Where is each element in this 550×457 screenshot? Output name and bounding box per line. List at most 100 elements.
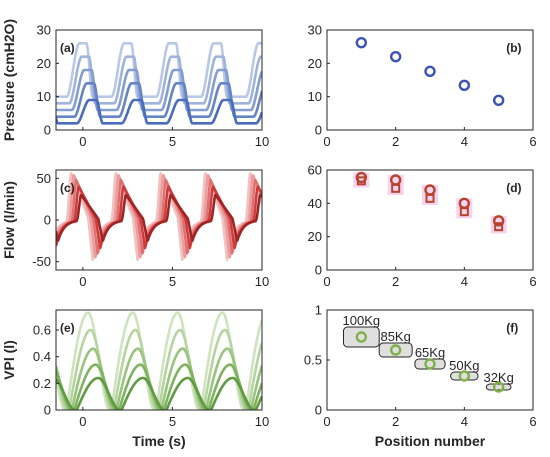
y-tick-label: 0 (315, 403, 322, 418)
data-point-circle (355, 331, 368, 343)
plot-frame (326, 169, 534, 271)
panel-tag: (c) (60, 181, 75, 195)
waveform-group (56, 311, 262, 410)
weight-annotation: 32Kg (483, 370, 513, 385)
panel-c-flow-vs-time: 0 5 10 -50 0 50 (c) Flow (l/min) (1, 169, 269, 289)
weight-box (450, 371, 479, 381)
weight-annotation: 65Kg (415, 345, 445, 360)
weight-annotation: 100Kg (343, 313, 381, 328)
y-tick-label: 0 (315, 123, 322, 138)
x-tick-label: 0 (323, 414, 330, 429)
waveform-group (56, 42, 262, 125)
series-line-5 (56, 98, 262, 125)
panel-tag: (f) (506, 321, 518, 335)
series-line-2 (56, 55, 262, 105)
panel-a-pressure-vs-time: 0 5 10 0 10 20 30 (a) Pressure (cmH2O) (1, 19, 269, 149)
x-tick-label: 4 (461, 414, 468, 429)
plot-frame (55, 29, 263, 131)
data-point-circle (424, 358, 436, 370)
x-tick-label: 0 (323, 134, 330, 149)
data-point-circle (492, 215, 505, 227)
y-axis-label: Pressure (cmH2O) (1, 19, 17, 141)
y-tick-label: 20 (308, 56, 322, 71)
series-line-4 (56, 363, 262, 410)
panel-tag: (a) (60, 41, 75, 55)
weight-box (378, 342, 413, 358)
panel-tag: (e) (60, 321, 75, 335)
y-tick-label: 0 (315, 263, 322, 278)
y-tick-label: 60 (308, 163, 322, 178)
y-tick-label: 0.5 (304, 353, 322, 368)
x-tick-label: 4 (461, 274, 468, 289)
y-tick-label: 40 (308, 196, 322, 211)
x-tick-label: 5 (169, 274, 176, 289)
waveform-group (56, 172, 262, 261)
y-tick-label: 0.4 (33, 349, 51, 364)
x-tick-label: 6 (529, 274, 536, 289)
weight-annotation: 50Kg (449, 358, 479, 373)
y-tick-label: 0.6 (33, 323, 51, 338)
y-tick-label: 0 (44, 213, 51, 228)
y-axis-label: Flow (l/min) (1, 181, 17, 259)
data-point-circle (424, 65, 436, 78)
y-tick-label: 30 (37, 23, 51, 38)
plot-frame (55, 309, 263, 411)
x-axis-label: Position number (375, 433, 486, 449)
data-point-circle (389, 50, 402, 63)
data-point-square (459, 207, 469, 217)
x-tick-label: 4 (461, 134, 468, 149)
data-point-circle (492, 94, 505, 107)
panel-tag: (b) (506, 41, 521, 55)
x-tick-label: 10 (255, 414, 269, 429)
x-tick-label: 0 (79, 134, 86, 149)
weight-annotation: 85Kg (380, 329, 410, 344)
x-tick-label: 0 (79, 274, 86, 289)
y-tick-label: 20 (37, 56, 51, 71)
series-line-2 (56, 174, 262, 259)
data-point-circle (458, 79, 471, 92)
x-tick-label: 5 (169, 414, 176, 429)
x-tick-label: 2 (392, 414, 399, 429)
data-point-square (425, 193, 435, 203)
data-point-square (356, 176, 366, 186)
x-tick-label: 10 (255, 134, 269, 149)
series-line-4 (56, 82, 262, 118)
x-tick-label: 10 (255, 274, 269, 289)
x-tick-label: 0 (323, 274, 330, 289)
panel-b-pressure-vs-position: 0 2 4 6 0 10 20 30 (b) (308, 23, 537, 150)
y-tick-label: 1 (315, 303, 322, 318)
data-point-circle (492, 381, 505, 393)
data-point-square (494, 222, 504, 232)
series-line-5 (56, 376, 262, 410)
weight-box (485, 383, 512, 391)
series-line-3 (56, 68, 262, 112)
x-tick-label: 6 (529, 414, 536, 429)
data-point-square (391, 183, 401, 193)
x-tick-label: 2 (392, 134, 399, 149)
series-line-1 (56, 172, 262, 261)
x-tick-label: 2 (392, 274, 399, 289)
y-tick-label: 50 (37, 171, 51, 186)
x-tick-label: 6 (529, 134, 536, 149)
plot-frame (326, 29, 534, 131)
panel-tag: (d) (506, 181, 521, 195)
y-axis-label: VPl (l) (1, 340, 17, 380)
y-tick-label: 10 (308, 89, 322, 104)
y-tick-label: 0.2 (33, 376, 51, 391)
data-point-circle (389, 344, 402, 356)
panel-e-volume-vs-time: 0 5 10 0 0.2 0.4 0.6 (e) VPl (l) Time (s) (1, 309, 269, 449)
x-tick-label: 0 (79, 414, 86, 429)
y-tick-label: 0 (44, 403, 51, 418)
series-line-1 (56, 311, 262, 410)
weight-box (342, 326, 380, 348)
data-point-circle (355, 36, 368, 49)
y-tick-label: 20 (308, 229, 322, 244)
x-axis-label: Time (s) (132, 433, 185, 449)
series-line-5 (56, 193, 262, 242)
x-tick-label: 5 (169, 134, 176, 149)
y-tick-label: 0 (44, 123, 51, 138)
y-tick-label: -50 (32, 254, 51, 269)
